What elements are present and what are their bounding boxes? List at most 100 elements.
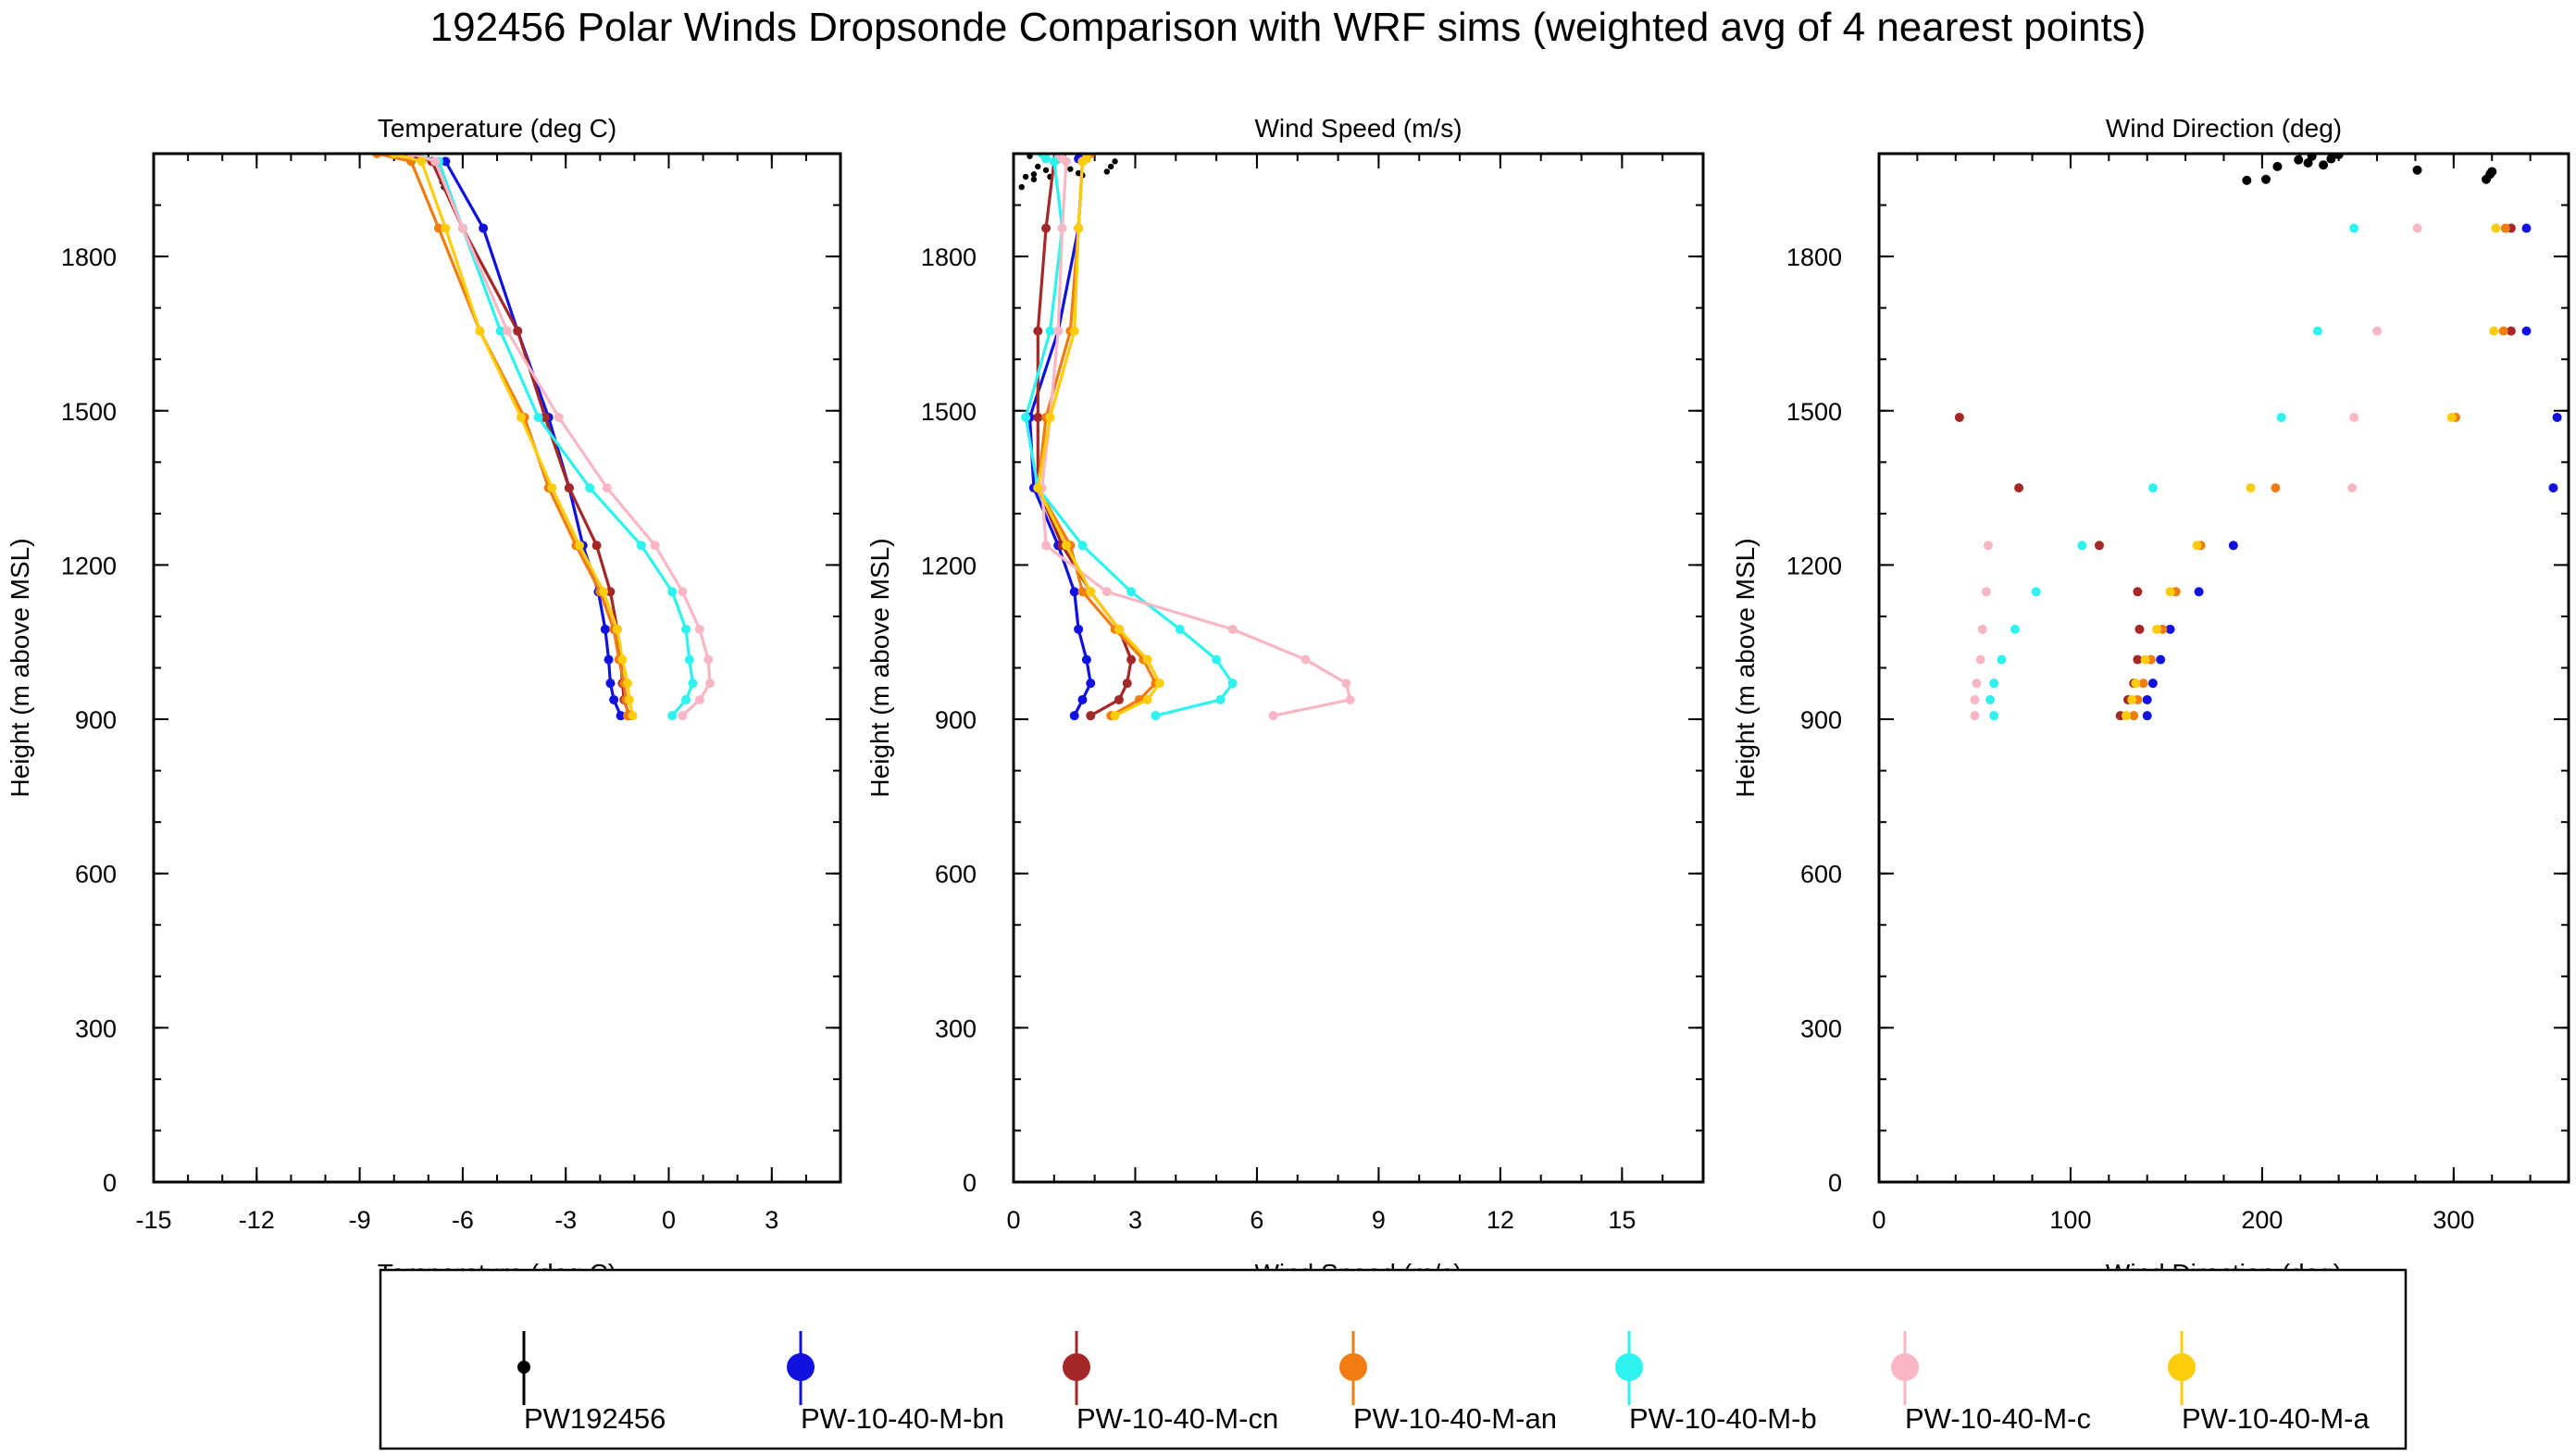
data-point-pw-10-40-m-b (1989, 711, 1999, 721)
data-point-pw-10-40-m-cn (605, 587, 616, 597)
data-point-pw-10-40-m-c (2349, 412, 2359, 422)
data-point-pw-10-40-m-a (1061, 541, 1071, 551)
data-point-pw-10-40-m-bn (1074, 624, 1084, 634)
data-point-pw-10-40-m-b (1227, 678, 1238, 689)
data-point-pw-10-40-m-bn (1069, 587, 1079, 597)
wind-direction-y-tick-label: 1500 (1786, 398, 1842, 426)
data-point-pw-10-40-m-c (1970, 711, 1980, 721)
temperature-y-tick-label: 1500 (61, 398, 117, 426)
series-line-pw-10-40-m-a (393, 154, 635, 716)
data-point-pw192456 (1042, 167, 1050, 173)
data-point-pw-10-40-m-b (2349, 223, 2359, 233)
data-point-pw-10-40-m-a (516, 412, 526, 422)
data-point-pw-10-40-m-a (2140, 654, 2150, 665)
data-point-pw-10-40-m-a (547, 483, 557, 493)
data-point-pw-10-40-m-a (612, 624, 622, 634)
wind-direction-data-area (1954, 154, 2562, 721)
data-point-pw-10-40-m-b (1151, 711, 1161, 721)
wind-direction-x-tick-label: 0 (1872, 1206, 1885, 1234)
data-point-pw-10-40-m-cn (1954, 412, 1964, 422)
wind-direction-panel: Wind Direction (deg)Wind Direction (deg)… (1731, 114, 2570, 1288)
data-point-pw-10-40-m-c (1345, 694, 1355, 704)
legend-label-pw192456: PW192456 (524, 1402, 666, 1435)
data-point-pw-10-40-m-c (705, 678, 716, 689)
data-point-pw-10-40-m-c (1975, 654, 1985, 665)
data-point-pw192456 (1067, 166, 1074, 172)
wind-direction-y-tick-label: 0 (1828, 1169, 1842, 1197)
legend-marker-pw-10-40-m-cn (1063, 1353, 1090, 1381)
data-point-pw192456 (2319, 160, 2329, 170)
data-point-pw-10-40-m-b (2147, 483, 2158, 493)
legend-label-pw-10-40-m-b: PW-10-40-M-b (1629, 1402, 1817, 1435)
data-point-pw-10-40-m-a (1142, 694, 1152, 704)
data-point-pw-10-40-m-c (1981, 587, 1991, 597)
wind-speed-y-tick-label: 900 (935, 706, 977, 734)
data-point-pw-10-40-m-a (2165, 587, 2175, 597)
data-point-pw-10-40-m-cn (2094, 541, 2104, 551)
data-point-pw-10-40-m-bn (2548, 483, 2558, 493)
series-line-pw-10-40-m-c (1040, 154, 1352, 717)
data-point-pw-10-40-m-bn (604, 654, 614, 665)
wind-direction-x-tick-label: 200 (2241, 1206, 2283, 1234)
data-point-pw-10-40-m-a (1114, 624, 1124, 634)
data-point-pw-10-40-m-a (599, 587, 609, 597)
data-point-pw192456 (2326, 154, 2336, 164)
data-point-pw-10-40-m-bn (479, 223, 489, 233)
wind-direction-plot-frame (1877, 152, 2570, 1184)
temperature-y-tick-label: 0 (103, 1169, 117, 1197)
temperature-x-tick-label: 0 (662, 1206, 676, 1234)
data-point-pw-10-40-m-bn (2521, 223, 2532, 233)
data-point-pw-10-40-m-cn (564, 483, 574, 493)
temperature-data-area (372, 154, 716, 721)
legend-label-pw-10-40-m-a: PW-10-40-M-a (2182, 1402, 2370, 1435)
data-point-pw-10-40-m-bn (2165, 624, 2175, 634)
legend-marker-pw-10-40-m-a (2168, 1353, 2196, 1381)
data-point-pw-10-40-m-c (1268, 711, 1278, 721)
data-point-pw-10-40-m-a (1086, 587, 1096, 597)
data-point-pw192456 (1030, 176, 1038, 182)
wind-speed-x-tick-label: 9 (1372, 1206, 1386, 1234)
data-point-pw192456 (2487, 167, 2497, 177)
data-point-pw-10-40-m-a (1045, 412, 1055, 422)
data-point-pw192456 (1035, 163, 1041, 170)
wind-direction-y-tick-label: 900 (1800, 706, 1842, 734)
legend-marker-pw-10-40-m-c (1891, 1353, 1919, 1381)
data-point-pw-10-40-m-c (1053, 326, 1064, 336)
data-point-pw-10-40-m-b (495, 326, 505, 336)
wind-direction-y-tick-label: 300 (1800, 1014, 1842, 1042)
data-point-pw-10-40-m-b (688, 678, 698, 689)
data-point-pw-10-40-m-b (681, 624, 691, 634)
data-point-pw-10-40-m-b (667, 711, 678, 721)
data-point-pw-10-40-m-c (1970, 694, 1980, 704)
wind-speed-x-tick-label: 15 (1608, 1206, 1636, 1234)
data-point-pw-10-40-m-c (1983, 541, 1993, 551)
data-point-pw-10-40-m-cn (1033, 326, 1043, 336)
data-point-pw-10-40-m-c (1057, 223, 1067, 233)
data-point-pw192456 (2272, 161, 2283, 171)
wind-speed-y-tick-label: 1200 (921, 552, 977, 579)
data-point-pw192456 (1107, 163, 1114, 170)
data-point-pw-10-40-m-a (2121, 711, 2131, 721)
data-point-pw192456 (2261, 174, 2271, 184)
data-point-pw-10-40-m-cn (2134, 624, 2145, 634)
temperature-x-tick-label: -15 (135, 1206, 171, 1234)
data-point-pw192456 (2412, 165, 2422, 175)
wind-direction-panel-title: Wind Direction (deg) (2106, 114, 2342, 143)
data-point-pw-10-40-m-a (1074, 223, 1084, 233)
data-point-pw-10-40-m-bn (605, 678, 616, 689)
data-point-pw-10-40-m-a (2446, 412, 2457, 422)
data-point-pw-10-40-m-an (2498, 326, 2508, 336)
data-point-pw-10-40-m-a (2131, 678, 2141, 689)
wind-speed-data-area (1018, 154, 1355, 721)
data-point-pw-10-40-m-c (2347, 483, 2358, 493)
data-point-pw-10-40-m-a (1069, 326, 1079, 336)
data-point-pw-10-40-m-an (2500, 223, 2510, 233)
wind-direction-y-tick-label: 1200 (1786, 552, 1842, 579)
data-point-pw-10-40-m-cn (2506, 326, 2516, 336)
data-point-pw-10-40-m-a (628, 711, 638, 721)
wind-speed-x-tick-label: 0 (1006, 1206, 1020, 1234)
wind-speed-y-tick-label: 600 (935, 861, 977, 889)
data-point-pw-10-40-m-a (2489, 326, 2499, 336)
wind-speed-panel: Wind Speed (m/s)Wind Speed (m/s)Height (… (865, 114, 1705, 1288)
data-point-pw-10-40-m-b (1989, 678, 1999, 689)
